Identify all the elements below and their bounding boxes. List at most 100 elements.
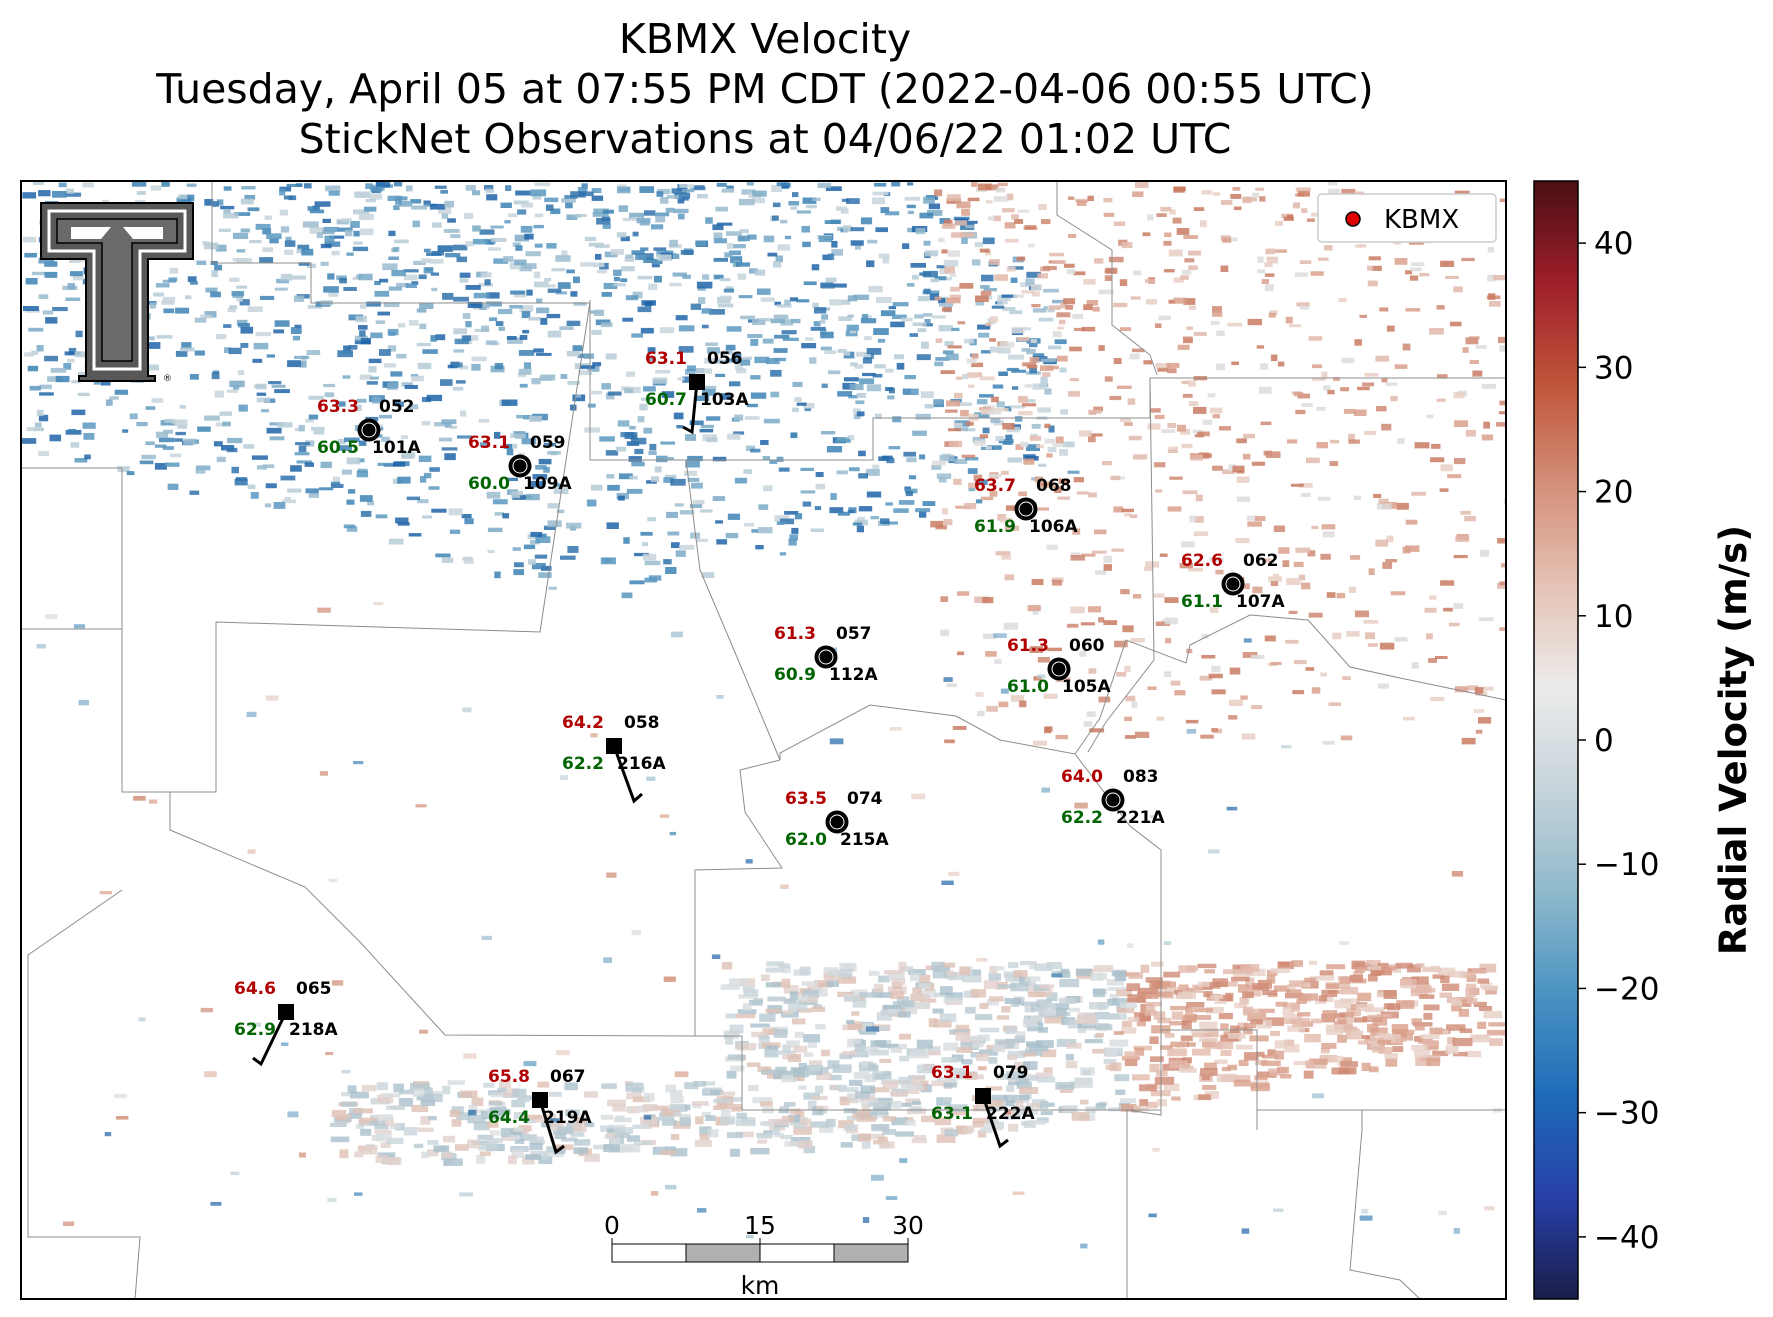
colorbar-tick-label: 20 xyxy=(1594,475,1633,511)
scale-label-0: 0 xyxy=(604,1211,620,1240)
colorbar-title: Radial Velocity (m/s) xyxy=(1712,525,1755,955)
station-marker-circle xyxy=(814,645,838,669)
station-id: 059 xyxy=(530,433,566,453)
station-dewpoint: 61.0 xyxy=(1007,677,1049,697)
station-marker-circle xyxy=(1221,572,1245,596)
colorbar-tick-label: 10 xyxy=(1594,599,1633,635)
station-temperature: 64.2 xyxy=(562,713,604,733)
station-marker-square xyxy=(689,374,705,390)
wind-barb xyxy=(538,1099,565,1155)
station-temperature: 63.1 xyxy=(931,1063,973,1083)
station-id: 065 xyxy=(296,979,332,999)
station-id: 062 xyxy=(1243,551,1279,571)
station-probe-id: 218A xyxy=(289,1020,338,1040)
station-id: 056 xyxy=(707,349,743,369)
station-probe-id: 103A xyxy=(700,390,749,410)
colorbar-tick-label: −20 xyxy=(1594,971,1659,1007)
station-probe-id: 109A xyxy=(523,474,572,494)
station-dewpoint: 62.9 xyxy=(234,1020,276,1040)
station-id: 067 xyxy=(550,1067,586,1087)
station-marker-circle xyxy=(825,810,849,834)
station-058: 64.2 058 62.2 216A xyxy=(562,713,666,804)
station-062: 62.6 062 61.1 107A xyxy=(1181,551,1285,612)
scale-unit: km xyxy=(741,1271,780,1300)
legend-marker xyxy=(1345,211,1361,227)
station-probe-id: 101A xyxy=(372,438,421,458)
colorbar-tick-label: −10 xyxy=(1594,847,1659,883)
station-probe-id: 219A xyxy=(543,1108,592,1128)
wind-barb xyxy=(612,745,643,804)
station-probe-id: 106A xyxy=(1029,517,1078,537)
station-id: 068 xyxy=(1036,476,1072,496)
station-marker-ring xyxy=(361,422,377,438)
station-marker-circle xyxy=(1047,657,1071,681)
title-line-3: StickNet Observations at 04/06/22 01:02 … xyxy=(298,115,1232,163)
station-052: 63.3 052 60.5 101A xyxy=(317,397,421,458)
station-probe-id: 215A xyxy=(840,830,889,850)
station-marker-square xyxy=(975,1088,991,1104)
station-083: 64.0 083 62.2 221A xyxy=(1061,767,1165,828)
colorbar-tick-label: −40 xyxy=(1594,1220,1659,1256)
station-id: 057 xyxy=(836,624,872,644)
station-068: 63.7 068 61.9 106A xyxy=(974,476,1078,537)
station-marker-ring xyxy=(512,458,528,474)
station-temperature: 64.6 xyxy=(234,979,276,999)
colorbar-tick-label: −30 xyxy=(1594,1096,1659,1132)
sticknet-stations: 63.3 052 60.5 101A 63.1 059 60.0 109A 63.1 056 60.… xyxy=(234,349,1285,1155)
wind-barb xyxy=(981,1095,1009,1149)
legend-box xyxy=(1317,193,1497,243)
station-dewpoint: 60.7 xyxy=(645,390,687,410)
station-dewpoint: 64.4 xyxy=(488,1108,530,1128)
station-marker-circle xyxy=(1101,788,1125,812)
station-id: 052 xyxy=(379,397,415,417)
station-marker-ring xyxy=(1051,661,1067,677)
station-temperature: 61.3 xyxy=(1007,636,1049,656)
station-id: 060 xyxy=(1069,636,1105,656)
station-marker-ring xyxy=(1105,792,1121,808)
scale-label-15: 15 xyxy=(744,1211,776,1240)
station-temperature: 63.1 xyxy=(468,433,510,453)
station-dewpoint: 61.9 xyxy=(974,517,1016,537)
station-marker-square xyxy=(606,738,622,754)
scale-label-30: 30 xyxy=(892,1211,924,1240)
wind-barb xyxy=(252,1011,288,1067)
colorbar-gradient xyxy=(1533,180,1579,1300)
station-060: 61.3 060 61.0 105A xyxy=(1007,636,1111,697)
colorbar-ticks: 40 30 20 10 0 −10 −20 −30 −40 xyxy=(1578,226,1659,1256)
station-id: 083 xyxy=(1123,767,1159,787)
station-dewpoint: 62.0 xyxy=(785,830,827,850)
station-probe-id: 221A xyxy=(1116,808,1165,828)
station-probe-id: 112A xyxy=(829,665,878,685)
station-temperature: 62.6 xyxy=(1181,551,1223,571)
colorbar: 40 30 20 10 0 −10 −20 −30 −40 Radial Velocity (m… xyxy=(1533,180,1755,1300)
legend: KBMX xyxy=(1317,193,1497,243)
station-marker-ring xyxy=(1018,501,1034,517)
texas-tech-double-t-logo: ® xyxy=(40,202,194,384)
station-probe-id: 222A xyxy=(986,1104,1035,1124)
station-temperature: 61.3 xyxy=(774,624,816,644)
station-074: 63.5 074 62.0 215A xyxy=(785,789,889,850)
station-id: 058 xyxy=(624,713,660,733)
county-boundaries xyxy=(21,181,1506,1299)
station-dewpoint: 60.0 xyxy=(468,474,510,494)
station-temperature: 64.0 xyxy=(1061,767,1103,787)
svg-text:®: ® xyxy=(163,374,172,384)
colorbar-tick-label: 0 xyxy=(1594,723,1614,759)
station-dewpoint: 61.1 xyxy=(1181,592,1223,612)
station-marker-square xyxy=(532,1092,548,1108)
station-id: 079 xyxy=(993,1063,1029,1083)
wind-barb xyxy=(682,381,699,435)
station-probe-id: 105A xyxy=(1062,677,1111,697)
station-temperature: 65.8 xyxy=(488,1067,530,1087)
station-temperature: 63.5 xyxy=(785,789,827,809)
station-marker-circle xyxy=(1014,497,1038,521)
station-marker-square xyxy=(278,1004,294,1020)
station-dewpoint: 63.1 xyxy=(931,1104,973,1124)
station-dewpoint: 60.9 xyxy=(774,665,816,685)
station-059: 63.1 059 60.0 109A xyxy=(468,433,572,494)
colorbar-tick-label: 30 xyxy=(1594,350,1633,386)
station-056: 63.1 056 60.7 103A xyxy=(645,349,749,435)
station-marker-ring xyxy=(1225,576,1241,592)
legend-label: KBMX xyxy=(1384,205,1459,235)
